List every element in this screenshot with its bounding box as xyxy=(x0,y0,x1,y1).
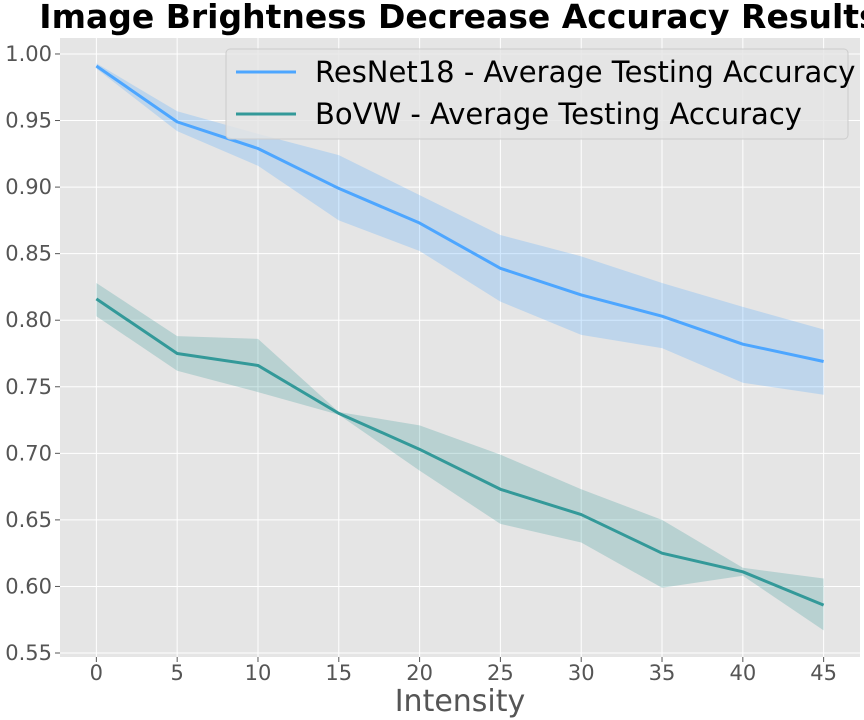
y-tick-label: 0.90 xyxy=(5,175,52,199)
y-axis-ticks: 0.55 0.60 0.65 0.70 0.75 0.80 0.85 0.90 0.95 1.00 xyxy=(5,42,60,665)
y-tick-label: 0.70 xyxy=(5,441,52,465)
x-axis-label: Intensity xyxy=(395,684,526,719)
x-tick-label: 15 xyxy=(325,661,352,685)
y-tick-label: 0.85 xyxy=(5,242,52,266)
x-tick-label: 40 xyxy=(729,661,756,685)
series-lines xyxy=(95,64,825,607)
x-tick-label: 30 xyxy=(568,661,595,685)
legend-box xyxy=(225,48,849,140)
x-tick-label: 45 xyxy=(810,661,837,685)
y-tick-label: 0.95 xyxy=(5,109,52,133)
y-tick-label: 1.00 xyxy=(5,42,52,66)
x-tick-label: 5 xyxy=(170,661,183,685)
plot-area xyxy=(60,38,860,657)
y-tick-label: 0.75 xyxy=(5,375,52,399)
x-tick-label: 35 xyxy=(649,661,676,685)
series-2-line xyxy=(95,297,825,607)
y-tick-label: 0.60 xyxy=(5,574,52,598)
x-tick-label: 0 xyxy=(90,661,103,685)
y-tick-label: 0.65 xyxy=(5,508,52,532)
series-1-line xyxy=(95,64,824,363)
legend: ResNet18 - Average Testing Accuracy BoVW … xyxy=(225,48,855,140)
legend-label: BoVW - Average Testing Accuracy xyxy=(315,97,802,131)
x-axis-ticks: 0 5 10 15 20 25 30 35 40 45 xyxy=(90,657,837,685)
y-tick-label: 0.80 xyxy=(5,308,52,332)
x-tick-label: 20 xyxy=(406,661,433,685)
legend-label: ResNet18 - Average Testing Accuracy xyxy=(315,55,855,89)
y-tick-label: 0.55 xyxy=(5,641,52,665)
x-tick-label: 25 xyxy=(487,661,514,685)
x-tick-label: 10 xyxy=(245,661,272,685)
chart-title: Image Brightness Decrease Accuracy Resul… xyxy=(39,0,864,36)
